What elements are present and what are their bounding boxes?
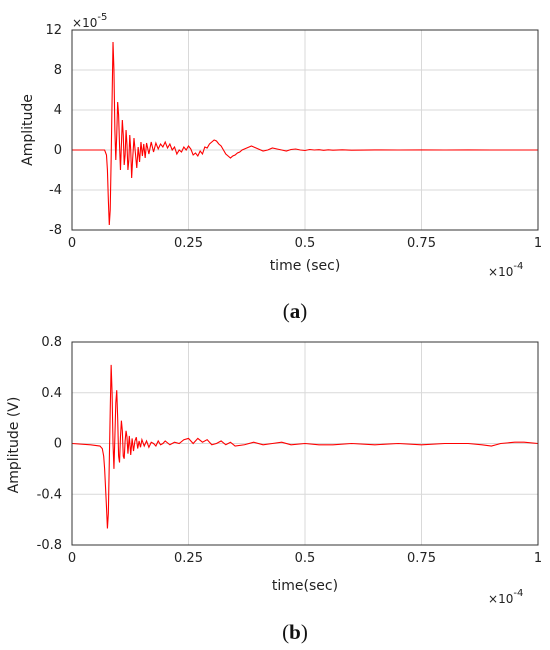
y-tick-label: 4 bbox=[54, 103, 62, 118]
series-line-a bbox=[72, 41, 538, 226]
y-axis-label-b: Amplitude (V) bbox=[6, 397, 22, 494]
y-tick-label: -4 bbox=[49, 183, 62, 198]
x-multiplier-b: ×10-4 bbox=[488, 588, 523, 606]
plot-frame-b bbox=[71, 341, 539, 546]
chart-a: 0 0.25 0.5 0.75 1 -8 -4 0 4 8 12 ×10-5 ×10-4 time … bbox=[20, 12, 542, 323]
x-tick-label: 0.5 bbox=[295, 236, 316, 251]
x-axis-label-b: time(sec) bbox=[272, 578, 338, 594]
x-multiplier-a: ×10-4 bbox=[488, 261, 523, 279]
caption-a: (a) bbox=[283, 299, 308, 323]
y-tick-label: -8 bbox=[49, 223, 62, 238]
x-tick-label: 0 bbox=[68, 551, 76, 566]
series-line-b bbox=[71, 364, 539, 529]
plot-frame-a bbox=[71, 29, 539, 231]
x-tick-label: 1 bbox=[534, 236, 542, 251]
x-tick-label: 0.75 bbox=[407, 236, 436, 251]
caption-b: (b) bbox=[282, 620, 308, 644]
y-tick-label: -0.8 bbox=[37, 538, 62, 553]
x-axis-label-a: time (sec) bbox=[270, 258, 341, 274]
x-tick-label: 0 bbox=[68, 236, 76, 251]
x-tick-label: 1 bbox=[534, 551, 542, 566]
y-tick-label: 8 bbox=[54, 63, 62, 78]
x-tick-label: 0.25 bbox=[174, 236, 203, 251]
x-tick-label: 0.25 bbox=[174, 551, 203, 566]
y-tick-label: 0.8 bbox=[41, 335, 62, 350]
y-tick-label: 0 bbox=[54, 143, 62, 158]
chart-b: 0 0.25 0.5 0.75 1 -0.8 -0.4 0 0.4 0.8 ×10-4 time(… bbox=[6, 335, 542, 644]
x-tick-label: 0.75 bbox=[407, 551, 436, 566]
y-multiplier-a: ×10-5 bbox=[72, 12, 107, 30]
grid-b bbox=[72, 342, 538, 545]
tick-labels-b: 0 0.25 0.5 0.75 1 -0.8 -0.4 0 0.4 0.8 bbox=[37, 335, 543, 566]
tick-labels-a: 0 0.25 0.5 0.75 1 -8 -4 0 4 8 12 bbox=[45, 23, 542, 251]
y-tick-label: 0 bbox=[54, 437, 62, 452]
y-tick-label: 0.4 bbox=[41, 386, 62, 401]
y-tick-label: -0.4 bbox=[37, 487, 62, 502]
x-tick-label: 0.5 bbox=[295, 551, 316, 566]
y-axis-label-a: Amplitude bbox=[20, 94, 36, 166]
y-tick-label: 12 bbox=[45, 23, 62, 38]
grid-a bbox=[72, 30, 538, 230]
